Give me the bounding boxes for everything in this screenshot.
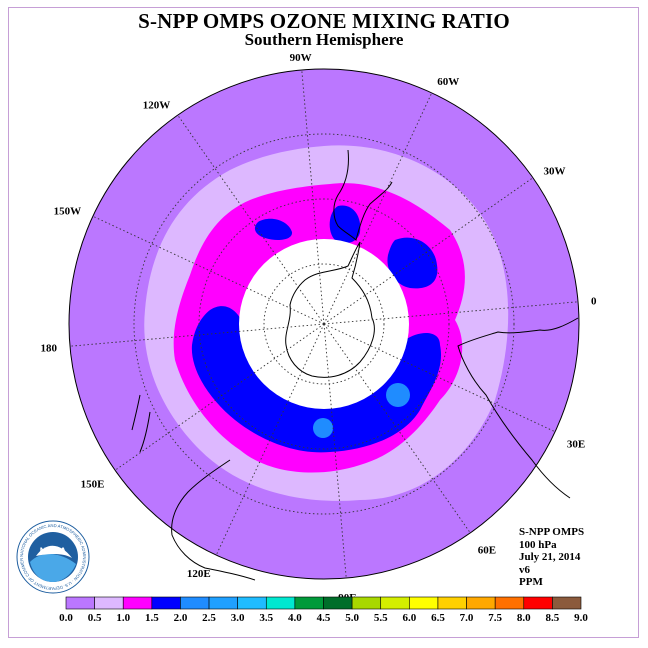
meridian-line	[114, 323, 325, 471]
colorbar-cell	[180, 596, 210, 610]
ozone-level-1.5-2.0-east	[387, 237, 438, 289]
colorbar-cell	[409, 596, 439, 610]
colorbar-cell	[523, 596, 553, 610]
colorbar-cell	[466, 596, 496, 610]
ozone-level-2.0-2.5-b	[313, 418, 333, 438]
info-units: PPM	[519, 576, 543, 588]
colorbar-cell	[151, 596, 181, 610]
info-version: v6	[519, 563, 530, 576]
colorbar-cell	[208, 596, 238, 610]
longitude-label: 60E	[478, 545, 496, 557]
colorbar-tick-label: 8.0	[517, 612, 531, 624]
colorbar-tick-label: 3.0	[231, 612, 245, 624]
colorbar-cell	[494, 596, 525, 610]
colorbar-cell	[437, 596, 467, 610]
longitude-label: 90W	[290, 52, 312, 64]
australia-coastline	[171, 459, 256, 581]
colorbar-tick-label: 9.0	[574, 612, 588, 624]
meridian-line	[323, 323, 347, 579]
colorbar-tick-label: 1.0	[116, 612, 130, 624]
new-zealand-coastline	[131, 394, 151, 453]
colorbar-tick-label: 2.0	[174, 612, 188, 624]
map-border	[68, 68, 580, 580]
longitude-label: 150W	[54, 206, 82, 218]
longitude-label: 120W	[143, 100, 171, 112]
colorbar-tick-label: 5.5	[374, 612, 388, 624]
longitude-label: 0	[591, 296, 597, 308]
colorbar-cell	[122, 596, 153, 610]
info-block: S-NPP OMPS 100 hPa July 21, 2014 v6 PPM	[519, 526, 584, 589]
page-frame	[8, 7, 639, 638]
meridian-line	[323, 301, 579, 325]
colorbar-tick-label: 6.0	[402, 612, 416, 624]
ozone-level-1.5-2.0-west	[254, 218, 293, 240]
ozone-level-1.5-2.0-peninsula	[329, 205, 361, 244]
meridian-line	[177, 114, 325, 325]
colorbar-tick-label: 1.5	[145, 612, 159, 624]
longitude-label: 60W	[437, 76, 459, 88]
colorbar-tick-label: 0.5	[88, 612, 102, 624]
noaa-logo: NOAA NATIONAL OCEANIC AND ATMOSPHERIC AD…	[16, 520, 90, 594]
info-level: 100 hPa	[519, 538, 557, 551]
colorbar-tick-label: 4.0	[288, 612, 302, 624]
longitude-label: 150E	[81, 479, 105, 491]
colorbar-tick-label: 7.5	[488, 612, 502, 624]
longitude-label: 120E	[187, 568, 211, 580]
colorbar-tick-label: 2.5	[202, 612, 216, 624]
colorbar-tick-label: 3.5	[259, 612, 273, 624]
longitude-label: 180	[41, 342, 58, 354]
colorbar-tick-label: 4.5	[317, 612, 331, 624]
longitude-labels: 90W60W30W030E60E90E120E150E180150W120W	[41, 52, 598, 604]
colorbar-cell	[351, 596, 382, 610]
colorbar: 0.0 0.5 1.0 1.5 2.0 2.5 3.0 3.5 4.0 4.5 5.0 5.5 6.0 6…	[59, 596, 588, 624]
colorbar-cell	[65, 596, 95, 610]
logo-text: NOAA	[40, 546, 67, 556]
colorbar-tick-label: 7.0	[460, 612, 474, 624]
info-product: S-NPP OMPS	[519, 526, 585, 538]
colorbar-tick-label: 0.0	[59, 612, 73, 624]
africa-coastline	[457, 317, 579, 499]
meridian-line	[323, 323, 471, 534]
page-title: S-NPP OMPS OZONE MIXING RATIO	[138, 9, 510, 33]
meridian-line	[301, 69, 325, 325]
meridian-line	[323, 177, 534, 325]
ozone-level-2.0-2.5-a	[386, 383, 410, 407]
colorbar-tick-label: 5.0	[345, 612, 359, 624]
meridian-line	[323, 92, 433, 325]
info-date: July 21, 2014	[519, 551, 581, 563]
colorbar-tick-label: 6.5	[431, 612, 445, 624]
colorbar-cell	[323, 596, 353, 610]
colorbar-cell	[294, 596, 324, 610]
meridian-line	[92, 215, 325, 325]
page-subtitle: Southern Hemisphere	[244, 30, 404, 49]
graticule	[69, 69, 579, 579]
colorbar-tick-label: 8.5	[546, 612, 560, 624]
colorbar-cell	[552, 596, 582, 610]
colorbar-cell	[94, 596, 124, 610]
meridian-line	[215, 323, 325, 556]
south-america-coastline	[333, 149, 393, 241]
colorbar-cell	[265, 596, 296, 610]
colorbar-cell	[237, 596, 267, 610]
meridian-line	[69, 323, 325, 347]
longitude-label: 30E	[567, 438, 585, 450]
meridian-line	[323, 323, 556, 433]
longitude-label: 30W	[544, 165, 566, 177]
ozone-level-1.5-2.0-south	[191, 306, 441, 453]
colorbar-cell	[380, 596, 410, 610]
antarctica-coastline	[285, 241, 375, 378]
